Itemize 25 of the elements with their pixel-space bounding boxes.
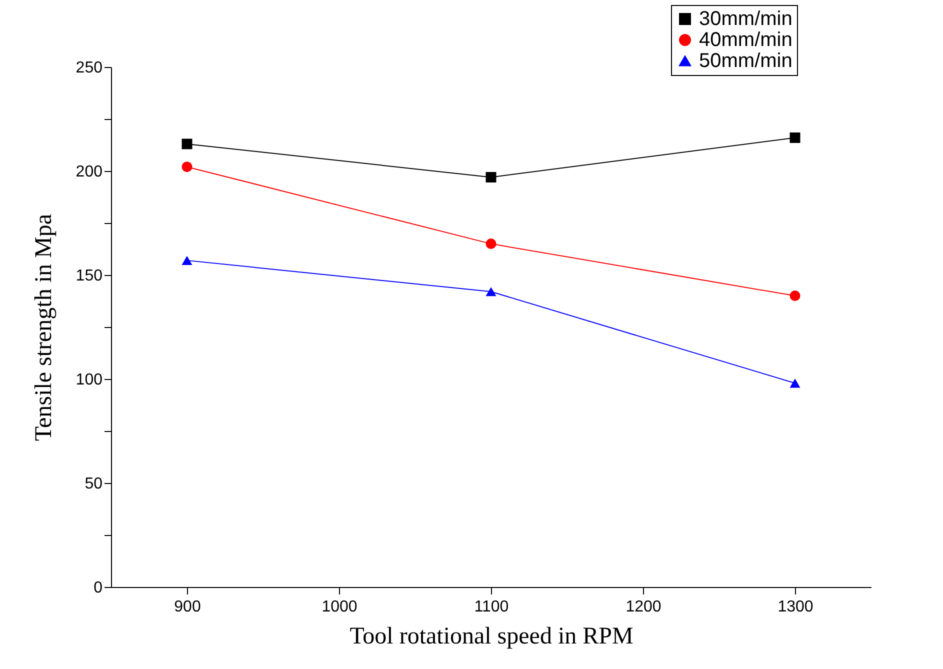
x-tick-label: 1200 [626, 598, 662, 616]
y-tick-label: 150 [76, 268, 103, 284]
point [182, 162, 192, 172]
legend-label: 40mm/min [699, 29, 792, 51]
point [790, 132, 800, 143]
x-tick-label: 1100 [474, 598, 509, 616]
y-tick-label: 50 [84, 476, 103, 492]
y-axis-title: Tensile strength in Mpa [30, 214, 57, 441]
point [486, 287, 496, 296]
y-tick-label: 0 [94, 580, 103, 596]
y-tick-label: 250 [76, 60, 103, 76]
point [182, 138, 192, 150]
x-tick-label: 900 [174, 598, 201, 616]
point [790, 378, 800, 388]
point [486, 238, 496, 250]
x-tick-label: 1300 [778, 598, 814, 616]
y-tick-label: 200 [76, 164, 103, 180]
y-tick-label: 100 [76, 372, 103, 388]
point [790, 290, 800, 302]
x-tick-label: 1000 [322, 598, 358, 616]
legend-label: 50mm/min [699, 50, 792, 72]
legend-label: 30mm/min [699, 8, 792, 30]
point [486, 172, 496, 182]
x-axis-title: Tool rotational speed in RPM [350, 624, 634, 650]
point [182, 256, 192, 265]
